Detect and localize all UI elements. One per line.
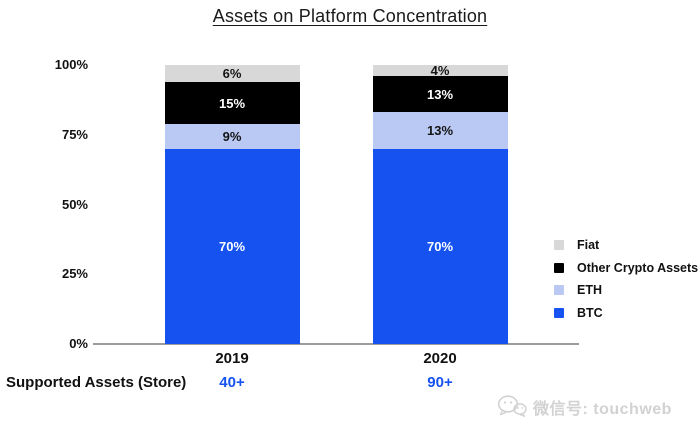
bar-segment-eth: 13% (372, 112, 508, 149)
legend-item-other-crypto-assets: Other Crypto Assets (554, 261, 698, 275)
segment-value-label: 6% (222, 66, 242, 81)
bar-segment-btc: 70% (372, 149, 508, 344)
bar-segment-fiat: 6% (164, 65, 300, 82)
wechat-icon (497, 395, 527, 418)
segment-value-label: 15% (218, 95, 246, 111)
x-axis-line (93, 343, 579, 345)
y-tick-label: 0% (69, 336, 88, 351)
watermark-text: 微信号: touchweb (533, 401, 672, 418)
x-axis-label: 2020 (423, 350, 457, 367)
bar-segment-fiat: 4% (372, 63, 508, 78)
legend-label: ETH (577, 283, 602, 297)
segment-value-label: 70% (218, 239, 246, 254)
legend-item-fiat: Fiat (554, 238, 599, 252)
legend-item-eth: ETH (554, 283, 602, 297)
chart-title: Assets on Platform Concentration (0, 6, 700, 27)
bar-segment-eth: 9% (164, 124, 300, 149)
legend-swatch (554, 307, 564, 318)
segment-value-label: 13% (426, 86, 454, 102)
bar-segment-btc: 70% (164, 149, 300, 344)
segment-value-label: 13% (426, 123, 454, 138)
y-tick-label: 50% (61, 196, 88, 212)
segment-value-label: 4% (430, 63, 450, 78)
legend-swatch (554, 285, 564, 295)
watermark: 微信号: touchweb (497, 394, 672, 420)
bar-segment-other-crypto-assets: 13% (372, 76, 508, 112)
segment-value-label: 70% (426, 239, 454, 254)
legend-label: Other Crypto Assets (577, 260, 699, 275)
segment-value-label: 9% (222, 129, 242, 144)
footer-value: 90+ (427, 374, 453, 391)
y-tick-label: 100% (54, 57, 88, 72)
y-tick-label: 25% (61, 266, 88, 282)
bar-segment-other-crypto-assets: 15% (164, 82, 300, 124)
legend-swatch (554, 262, 564, 273)
legend-item-btc: BTC (554, 306, 603, 320)
footer-label: Supported Assets (Store) (6, 374, 187, 391)
x-axis-label: 2019 (215, 350, 249, 367)
legend-label: BTC (577, 305, 603, 320)
legend-swatch (554, 240, 564, 250)
y-tick-label: 75% (61, 126, 88, 142)
chart-title-text: Assets on Platform Concentration (212, 6, 488, 26)
legend-label: Fiat (577, 238, 600, 252)
footer-value: 40+ (219, 374, 245, 391)
